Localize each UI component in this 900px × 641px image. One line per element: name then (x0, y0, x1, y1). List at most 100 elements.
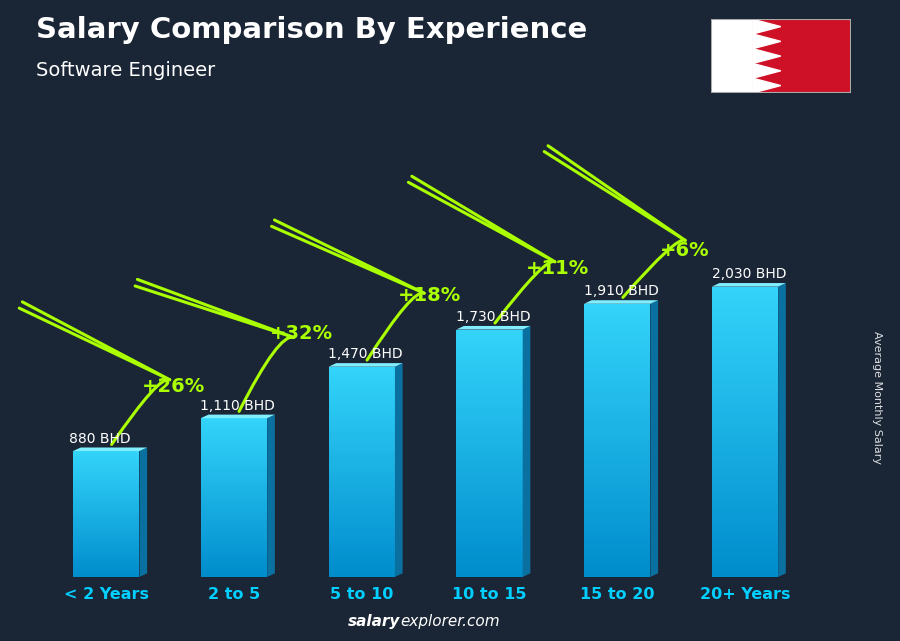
Bar (584, 395, 651, 399)
Text: salary: salary (348, 615, 400, 629)
Bar (73, 480, 140, 483)
Bar (328, 416, 395, 419)
Bar (456, 392, 523, 395)
Bar (201, 574, 267, 577)
Bar (456, 569, 523, 573)
Bar (456, 573, 523, 577)
Polygon shape (140, 447, 147, 577)
Bar (456, 329, 523, 334)
Bar (584, 531, 651, 536)
Bar (712, 495, 778, 499)
Bar (73, 497, 140, 499)
Bar (712, 359, 778, 364)
Bar (328, 381, 395, 384)
Bar (712, 398, 778, 403)
Bar (328, 510, 395, 514)
Bar (712, 533, 778, 538)
Bar (456, 437, 523, 441)
Bar (73, 512, 140, 514)
Bar (584, 549, 651, 554)
Bar (328, 402, 395, 405)
Bar (73, 462, 140, 463)
Bar (712, 379, 778, 383)
Bar (328, 469, 395, 472)
Bar (456, 511, 523, 515)
Bar (456, 494, 523, 499)
Bar (328, 560, 395, 563)
Bar (201, 519, 267, 521)
Bar (73, 572, 140, 575)
Bar (584, 572, 651, 577)
Bar (584, 540, 651, 545)
Bar (328, 412, 395, 416)
Bar (456, 370, 523, 375)
Bar (73, 508, 140, 510)
Bar (456, 470, 523, 474)
Bar (201, 490, 267, 492)
Bar (456, 354, 523, 358)
Polygon shape (752, 63, 781, 78)
Bar (456, 424, 523, 428)
Bar (328, 486, 395, 489)
Bar (712, 330, 778, 335)
Bar (712, 364, 778, 369)
Bar (73, 514, 140, 516)
Polygon shape (584, 300, 658, 304)
Bar (584, 513, 651, 518)
Bar (584, 363, 651, 367)
Bar (712, 562, 778, 567)
Bar (201, 424, 267, 426)
Bar (201, 558, 267, 561)
Bar (584, 372, 651, 377)
Bar (73, 491, 140, 493)
Bar (73, 476, 140, 478)
Bar (73, 547, 140, 549)
Bar (73, 564, 140, 567)
Bar (328, 458, 395, 462)
Bar (712, 461, 778, 465)
Bar (73, 455, 140, 458)
Bar (73, 562, 140, 564)
Bar (752, 19, 850, 93)
Polygon shape (73, 447, 147, 451)
Bar (201, 535, 267, 537)
Bar (456, 474, 523, 478)
Bar (456, 379, 523, 383)
Bar (584, 381, 651, 386)
Bar (456, 503, 523, 507)
Bar (456, 519, 523, 523)
Bar (456, 536, 523, 540)
Bar (73, 503, 140, 506)
Bar (712, 354, 778, 359)
Bar (712, 437, 778, 442)
Bar (201, 418, 267, 421)
Bar (73, 535, 140, 537)
Bar (584, 472, 651, 477)
Bar (201, 485, 267, 487)
Bar (201, 563, 267, 566)
Bar (328, 567, 395, 570)
Bar (201, 511, 267, 513)
Bar (456, 560, 523, 565)
Bar (584, 340, 651, 345)
Bar (584, 408, 651, 413)
Bar (328, 444, 395, 447)
Bar (584, 463, 651, 468)
Bar (712, 504, 778, 509)
Bar (712, 292, 778, 296)
Bar (328, 545, 395, 549)
Bar (584, 417, 651, 422)
Bar (328, 472, 395, 476)
Bar (456, 548, 523, 552)
Bar (456, 346, 523, 350)
Bar (712, 417, 778, 422)
Polygon shape (778, 283, 786, 577)
Polygon shape (523, 326, 530, 577)
Bar (584, 545, 651, 549)
Bar (456, 449, 523, 453)
Bar (712, 296, 778, 301)
Bar (456, 428, 523, 433)
Bar (584, 431, 651, 436)
Bar (584, 504, 651, 508)
Bar (584, 495, 651, 499)
